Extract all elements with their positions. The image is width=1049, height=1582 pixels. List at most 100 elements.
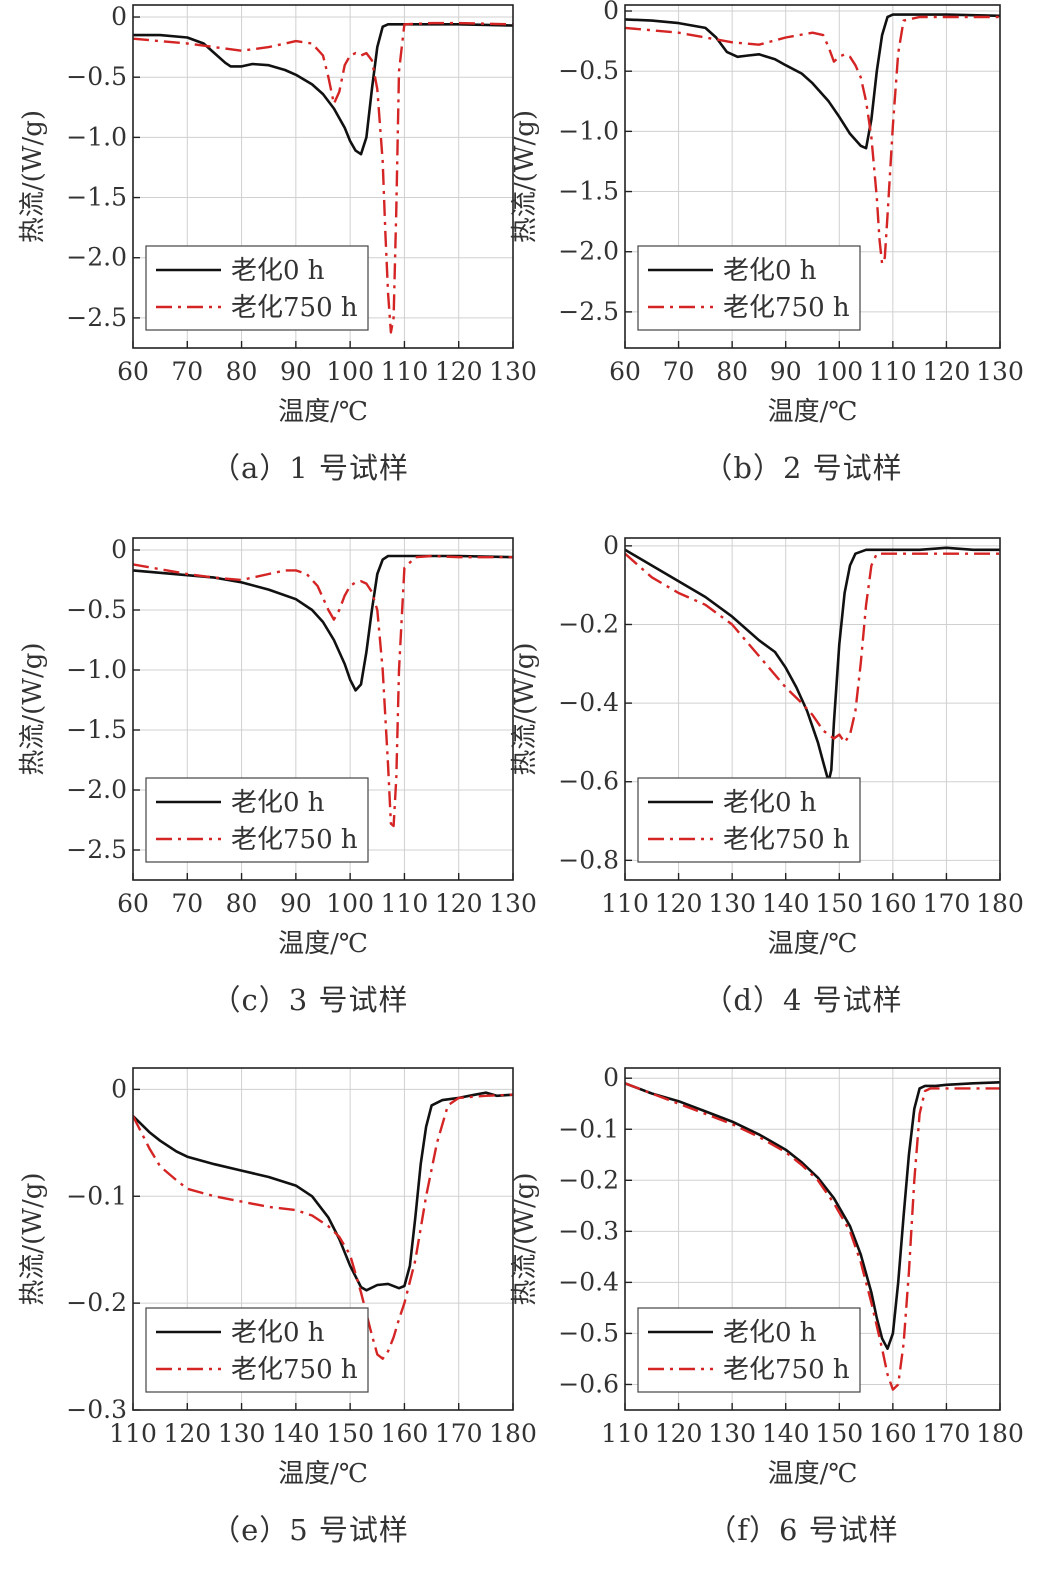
x-tick-label: 140	[762, 889, 810, 918]
plot-frame	[132, 4, 514, 349]
y-tick-label: −0.5	[66, 595, 127, 624]
x-tick-label: 170	[923, 889, 971, 918]
x-axis-label: 温度/℃	[278, 1459, 368, 1489]
x-tick-label: 170	[923, 1419, 971, 1448]
legend-label: 老化0 h	[231, 788, 325, 818]
x-tick-label: 80	[716, 357, 748, 386]
plot-frame	[624, 1067, 1001, 1411]
legend-label: 老化0 h	[231, 256, 325, 286]
y-tick-label: 0	[111, 1074, 127, 1103]
x-tick-label: 130	[218, 1419, 266, 1448]
y-tick-label: −2.0	[66, 775, 127, 804]
legend-box	[637, 245, 861, 331]
legend-label: 老化750 h	[231, 293, 358, 323]
legend-label: 老化750 h	[723, 1355, 850, 1385]
series-line-750h	[133, 21, 513, 334]
x-tick-label: 70	[171, 889, 203, 918]
y-tick-label: 0	[603, 1063, 619, 1092]
y-tick-label: −2.0	[558, 237, 619, 266]
y-tick-label: −1.5	[558, 177, 619, 206]
chart-panel-b: 60 70 80 90 100 110 120 130 0 −0.5 −1.0 −1.5 −2.0 −2.…	[510, 0, 1024, 485]
series-line-750h	[625, 552, 1000, 744]
x-tick-label: 130	[708, 889, 756, 918]
x-tick-label: 150	[815, 1419, 863, 1448]
y-tick-label: −2.5	[558, 297, 619, 326]
y-tick-label: −2.5	[66, 835, 127, 864]
legend: 老化0 h 老化750 h	[637, 1307, 861, 1393]
x-tick-label: 110	[601, 889, 649, 918]
x-tick-label: 120	[923, 357, 971, 386]
legend-box	[145, 1307, 369, 1393]
chart-panel-c: 60 70 80 90 100 110 120 130 0 −0.5 −1.0 −1.5 −2.0 −2.…	[18, 535, 537, 1017]
x-tick-label: 130	[708, 1419, 756, 1448]
legend-label: 老化0 h	[723, 788, 817, 818]
chart-panel-f: 110 120 130 140 150 160 170 180 0 −0.1 −0.2 −0.3 −0.…	[510, 1063, 1024, 1547]
legend-label: 老化0 h	[723, 256, 817, 286]
x-tick-label: 170	[435, 1419, 483, 1448]
y-tick-label: −0.6	[558, 767, 619, 796]
y-tick-label: −0.5	[558, 1318, 619, 1347]
x-tick-label: 60	[117, 357, 149, 386]
plot-frame	[624, 4, 1001, 349]
x-tick-label: 130	[489, 357, 537, 386]
series-line-0h	[133, 22, 513, 156]
series-line-750h	[625, 15, 1000, 265]
legend-label: 老化0 h	[231, 1318, 325, 1348]
plot-frame	[132, 1067, 514, 1411]
x-axis-label: 温度/℃	[278, 929, 368, 959]
series-line-750h	[625, 1082, 1000, 1391]
legend: 老化0 h 老化750 h	[145, 1307, 369, 1393]
x-tick-label: 110	[109, 1419, 157, 1448]
y-axis-label: 热流/(W/g)	[510, 642, 540, 775]
x-tick-label: 100	[326, 357, 374, 386]
x-tick-label: 90	[280, 889, 312, 918]
legend-label: 老化750 h	[231, 1355, 358, 1385]
y-tick-label: −1.0	[66, 655, 127, 684]
chart-caption: （f）6 号试样	[707, 1513, 898, 1547]
x-tick-label: 110	[869, 357, 917, 386]
legend-label: 老化750 h	[723, 293, 850, 323]
y-tick-label: −2.5	[66, 303, 127, 332]
legend-label: 老化750 h	[231, 825, 358, 855]
chart-caption: （a）1 号试样	[211, 451, 409, 485]
x-tick-label: 120	[163, 1419, 211, 1448]
x-tick-label: 100	[815, 357, 863, 386]
x-tick-label: 70	[663, 357, 695, 386]
y-tick-label: 0	[603, 0, 619, 25]
y-tick-label: −0.8	[558, 845, 619, 874]
legend-box	[145, 245, 369, 331]
y-tick-label: −0.2	[558, 609, 619, 638]
y-tick-label: 0	[111, 2, 127, 31]
x-tick-label: 140	[272, 1419, 320, 1448]
x-tick-label: 110	[381, 889, 429, 918]
legend-box	[637, 1307, 861, 1393]
series-line-0h	[133, 1091, 513, 1292]
legend: 老化0 h 老化750 h	[637, 245, 861, 331]
y-tick-label: −0.2	[558, 1165, 619, 1194]
y-axis-label: 热流/(W/g)	[510, 110, 540, 243]
legend: 老化0 h 老化750 h	[637, 777, 861, 863]
chart-panel-a: 60 70 80 90 100 110 120 130 0 −0.5 −1.0 −1.5 −2.0 −2.…	[18, 2, 537, 485]
y-tick-label: −0.2	[66, 1288, 127, 1317]
series-line-0h	[625, 13, 1000, 150]
y-tick-label: −0.5	[66, 62, 127, 91]
chart-caption: （b）2 号试样	[703, 451, 902, 485]
y-tick-label: −0.6	[558, 1369, 619, 1398]
y-tick-label: −0.3	[558, 1216, 619, 1245]
chart-panel-e: 110 120 130 140 150 160 170 180 0 −0.1 −0.2 −0.3 老化0…	[18, 1067, 537, 1547]
x-axis-label: 温度/℃	[768, 1459, 858, 1489]
plot-frame	[132, 537, 514, 881]
x-tick-label: 70	[171, 357, 203, 386]
legend-box	[145, 777, 369, 863]
x-tick-label: 100	[326, 889, 374, 918]
y-tick-label: −2.0	[66, 243, 127, 272]
x-tick-label: 180	[976, 1419, 1024, 1448]
y-axis-label: 热流/(W/g)	[18, 110, 48, 243]
x-tick-label: 130	[976, 357, 1024, 386]
x-tick-label: 120	[435, 357, 483, 386]
x-tick-label: 130	[489, 889, 537, 918]
plot-frame	[624, 537, 1001, 881]
legend-label: 老化0 h	[723, 1318, 817, 1348]
series-line-750h	[133, 1093, 513, 1360]
x-tick-label: 80	[226, 889, 258, 918]
